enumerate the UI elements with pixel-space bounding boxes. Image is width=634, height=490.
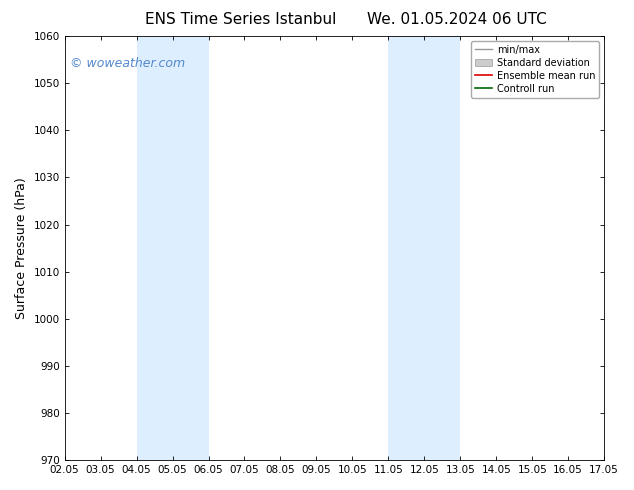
Bar bbox=[136, 36, 209, 460]
Bar bbox=[389, 36, 460, 460]
Y-axis label: Surface Pressure (hPa): Surface Pressure (hPa) bbox=[15, 177, 28, 319]
Text: © woweather.com: © woweather.com bbox=[70, 57, 185, 71]
Text: ENS Time Series Istanbul: ENS Time Series Istanbul bbox=[145, 12, 337, 27]
Text: We. 01.05.2024 06 UTC: We. 01.05.2024 06 UTC bbox=[366, 12, 547, 27]
Legend: min/max, Standard deviation, Ensemble mean run, Controll run: min/max, Standard deviation, Ensemble me… bbox=[470, 41, 599, 98]
